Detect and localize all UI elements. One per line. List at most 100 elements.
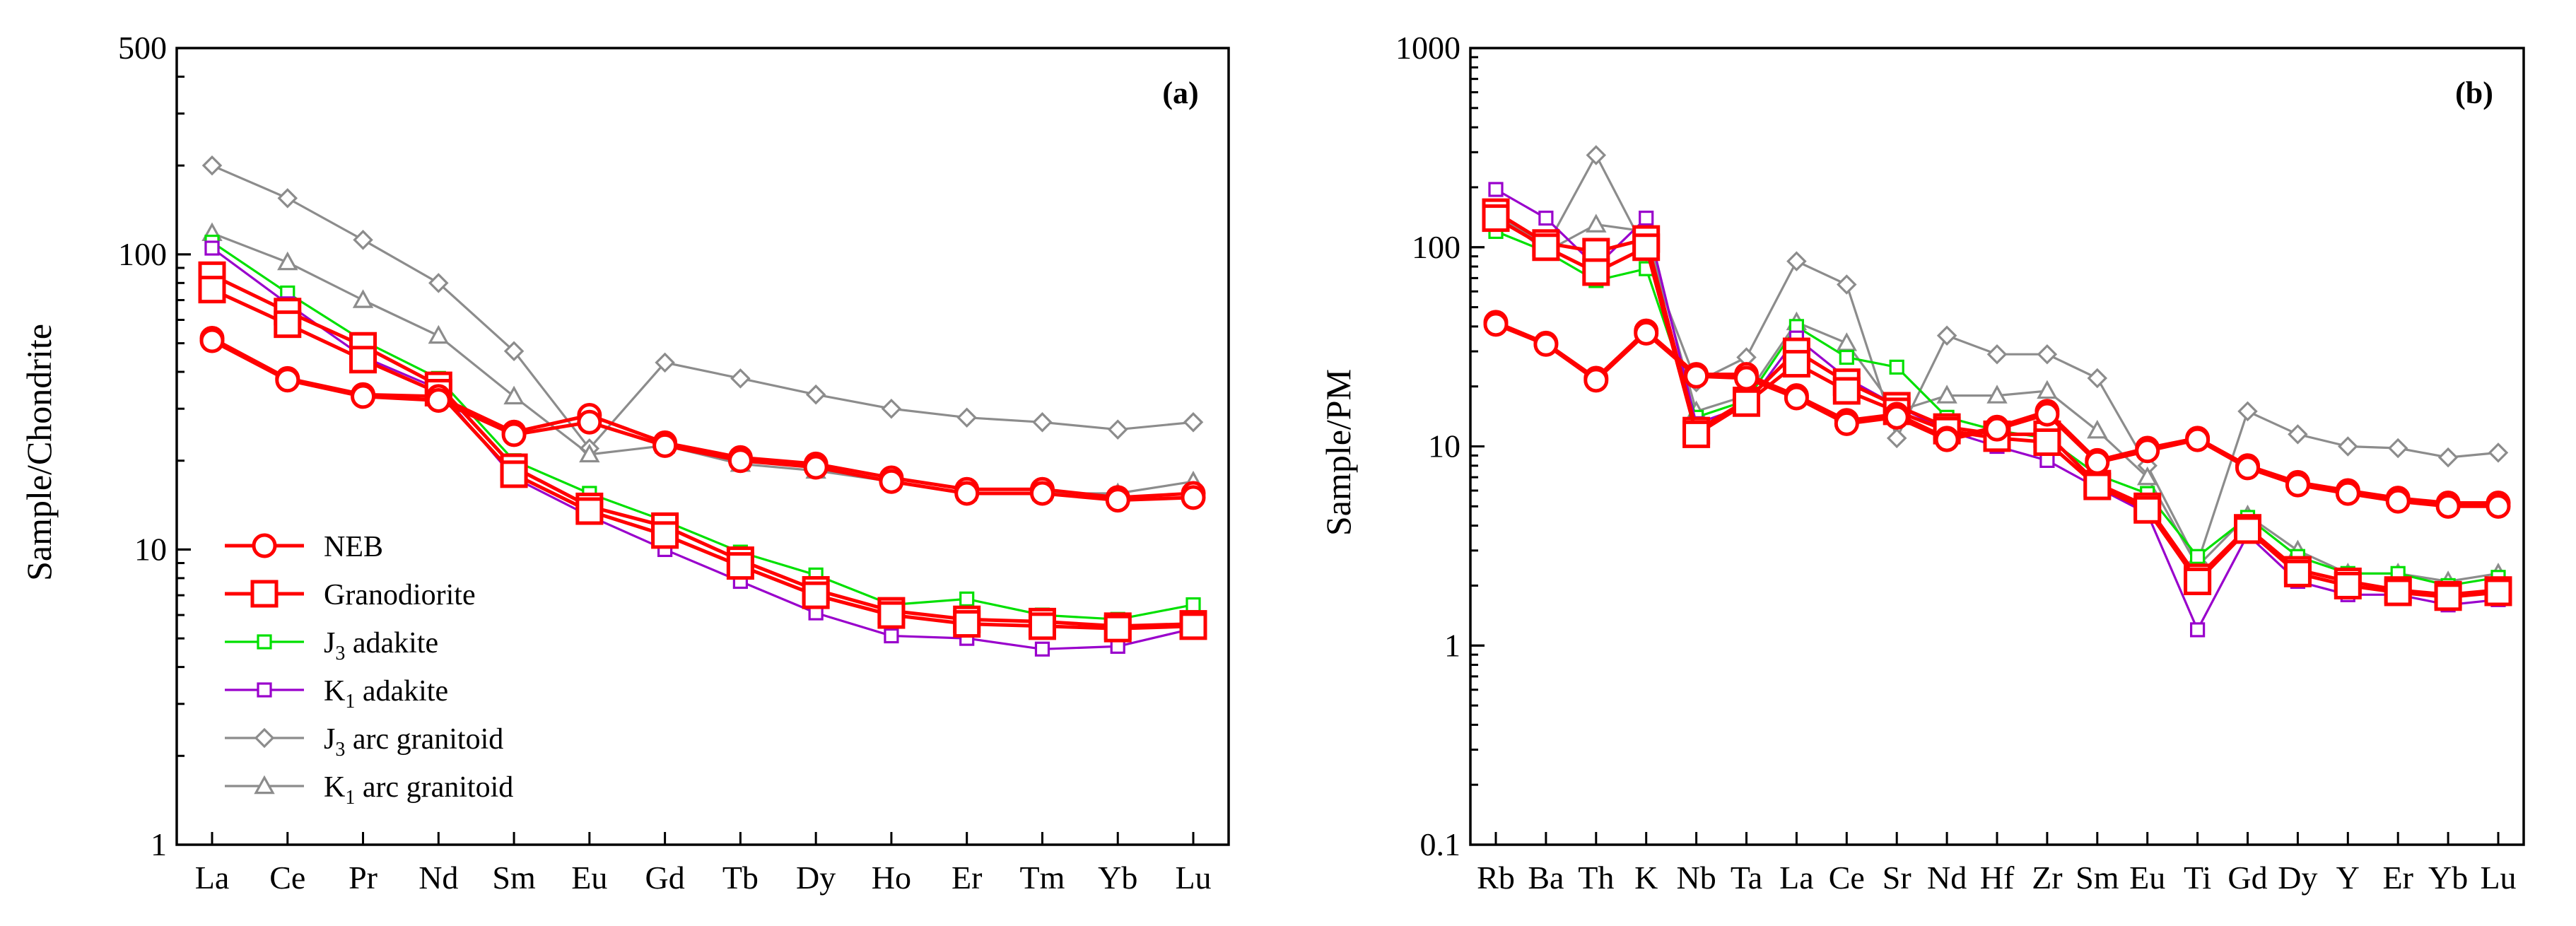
data-point-k1-adakite — [1639, 210, 1654, 226]
data-point-granodiorite — [651, 521, 679, 549]
data-point-neb — [351, 384, 376, 409]
x-tick-label-ba: Ba — [1528, 860, 1564, 896]
data-point-k1-arc-granitoid — [1936, 385, 1957, 404]
series-line-neb — [211, 336, 1194, 500]
y-tick-label: 1 — [151, 826, 167, 862]
data-point-neb — [1634, 320, 1659, 346]
legend-label-main: Granodiorite — [324, 579, 476, 611]
x-tick-label-er: Er — [2382, 860, 2413, 896]
data-point-granodiorite — [2133, 496, 2162, 524]
legend-marker — [254, 727, 275, 749]
data-point-neb — [1784, 385, 1809, 411]
data-point-neb — [2335, 481, 2360, 506]
data-point-j3-arc-granitoid — [201, 155, 223, 176]
plot-frame — [175, 47, 1230, 846]
data-point-j3-arc-granitoid — [655, 352, 675, 373]
x-tick-label-gd: Gd — [645, 860, 684, 896]
data-point-j3-adakite — [1185, 597, 1201, 613]
legend-label-main: K — [324, 771, 345, 804]
data-point-j3-arc-granitoid — [2087, 368, 2108, 389]
y-axis-title-b: Sample/PM — [1318, 369, 1358, 536]
data-point-neb — [727, 448, 753, 474]
legend-label: J3 adakite — [324, 627, 438, 664]
legend-item-neb: NEB — [225, 531, 383, 563]
data-point-j3-arc-granitoid — [805, 384, 826, 405]
data-point-j3-arc-granitoid — [1936, 325, 1957, 346]
data-point-j3-arc-granitoid — [353, 230, 373, 250]
data-point-j3-arc-granitoid — [1986, 344, 2008, 365]
data-point-j3-arc-granitoid — [730, 368, 751, 389]
x-tick-label-nd: Nd — [418, 860, 458, 896]
data-point-k1-arc-granitoid — [503, 385, 525, 405]
data-point-neb — [1029, 481, 1055, 506]
x-tick-label-zr: Zr — [2032, 860, 2062, 896]
legend-label-rest: arc granitoid — [345, 723, 503, 756]
data-point-j3-adakite — [2190, 549, 2206, 564]
legend-label-rest: adakite — [355, 675, 448, 708]
series-neb — [1483, 312, 2511, 519]
x-tick-label-nd: Nd — [1927, 860, 1967, 896]
data-point-granodiorite — [877, 601, 906, 629]
data-point-granodiorite — [2434, 583, 2462, 611]
x-tick-label-ce: Ce — [1829, 860, 1865, 896]
data-point-neb — [1834, 411, 1859, 436]
data-point-j3-arc-granitoid — [1183, 412, 1204, 433]
y-tick-label: 1000 — [1395, 30, 1460, 66]
data-point-neb — [577, 409, 602, 435]
legend-label-subscript: 1 — [345, 691, 355, 713]
y-tick-label: 1 — [1444, 627, 1460, 663]
legend-label-rest: arc granitoid — [355, 771, 513, 804]
legend-label: K1 adakite — [324, 675, 448, 713]
legend-item-granodiorite: Granodiorite — [225, 579, 476, 611]
data-point-granodiorite — [1682, 420, 1711, 448]
legend-label: K1 arc granitoid — [324, 771, 513, 809]
data-point-granodiorite — [1632, 233, 1661, 262]
data-point-granodiorite — [2234, 516, 2261, 544]
data-point-granodiorite — [2484, 578, 2512, 606]
data-point-k1-arc-granitoid — [1986, 385, 2008, 404]
legend-marker — [254, 775, 275, 795]
legend-item-k1-arc-granitoid: K1 arc granitoid — [225, 771, 513, 809]
chart-panel-b: Sample/PM (b) 0.1 1 10 100 1000 Rb Ba Th K Nb Ta La… — [1318, 30, 2525, 896]
x-tick-label-ta: Ta — [1731, 860, 1762, 896]
legend-label-subscript: 3 — [335, 643, 345, 664]
y-axis-title-a: Sample/Chondrite — [19, 324, 59, 581]
x-tick-label-tb: Tb — [722, 860, 759, 896]
data-point-granodiorite — [1582, 258, 1610, 286]
data-point-granodiorite — [1179, 612, 1207, 640]
x-tick-label-sr: Sr — [1883, 860, 1911, 896]
data-point-j3-arc-granitoid — [1032, 412, 1053, 433]
data-point-neb — [2085, 450, 2110, 475]
data-point-k1-adakite — [1538, 210, 1554, 226]
data-point-neb — [2035, 402, 2060, 427]
data-point-granodiorite — [1832, 377, 1861, 405]
data-point-k1-arc-granitoid — [2136, 466, 2158, 486]
data-point-k1-adakite — [1488, 182, 1504, 197]
data-point-neb — [501, 422, 527, 447]
data-point-j3-arc-granitoid — [2338, 436, 2358, 457]
data-point-k1-adakite — [2190, 622, 2206, 638]
legend-label-main: J — [324, 627, 335, 660]
data-point-neb — [426, 387, 451, 413]
data-point-j3-arc-granitoid — [956, 407, 977, 428]
data-point-j3-arc-granitoid — [277, 188, 298, 209]
data-point-j3-arc-granitoid — [2288, 424, 2308, 445]
x-tick-label-sm: Sm — [2076, 860, 2119, 896]
x-tick-label-sm: Sm — [492, 860, 536, 896]
data-point-neb — [954, 481, 980, 506]
data-point-j3-arc-granitoid — [1107, 419, 1128, 440]
data-point-j3-arc-granitoid — [2037, 344, 2058, 365]
data-point-granodiorite — [1733, 389, 1760, 417]
data-point-neb — [1734, 365, 1759, 391]
legend-label-subscript: 1 — [345, 787, 355, 809]
x-tick-label-tm: Tm — [1020, 860, 1065, 896]
data-point-granodiorite — [1482, 204, 1510, 233]
x-tick-label-eu: Eu — [571, 860, 607, 896]
legend-label-main: NEB — [324, 531, 383, 563]
data-point-granodiorite — [1103, 614, 1132, 643]
data-point-neb — [2486, 493, 2511, 519]
x-tick-label-k: K — [1634, 860, 1658, 896]
data-point-k1-arc-granitoid — [2087, 419, 2108, 439]
data-point-granodiorite — [2184, 567, 2212, 595]
